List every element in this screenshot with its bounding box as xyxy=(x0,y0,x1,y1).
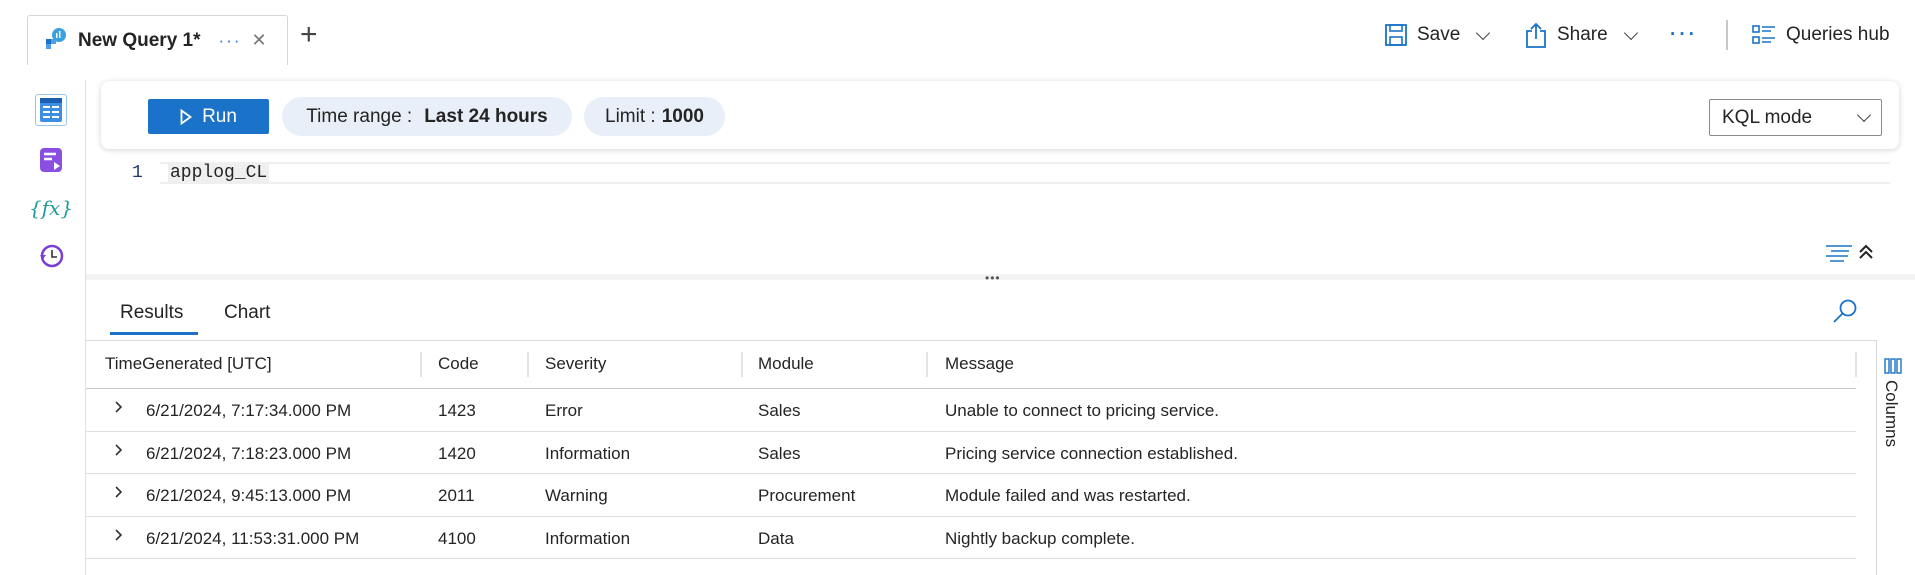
table-cell: Information xyxy=(545,443,631,463)
play-icon xyxy=(180,108,193,125)
tab-more-button[interactable]: ··· xyxy=(218,30,242,50)
table-cell: 1420 xyxy=(438,443,476,463)
table-cell: Module failed and was restarted. xyxy=(945,486,1191,505)
table-cell: Information xyxy=(545,528,631,548)
table-row[interactable]: 6/21/2024, 7:18:23.000 PM 1420 Information… xyxy=(86,432,1856,474)
table-top-border xyxy=(86,340,1876,341)
functions-icon[interactable]: {fx} xyxy=(28,196,74,220)
run-button[interactable]: Run xyxy=(148,99,269,134)
tables-icon[interactable] xyxy=(35,94,67,126)
new-tab-button[interactable]: + xyxy=(300,18,318,51)
format-query-icon[interactable] xyxy=(1826,244,1854,267)
time-range-value: Last 24 hours xyxy=(424,105,548,127)
limit-value: 1000 xyxy=(661,105,704,127)
share-label: Share xyxy=(1557,24,1608,45)
table-cell: Sales xyxy=(758,443,801,463)
share-button[interactable]: Share xyxy=(1525,18,1638,52)
table-cell: Procurement xyxy=(758,486,856,505)
table-cell: 6/21/2024, 7:17:34.000 PM xyxy=(146,401,352,420)
column-resize-handle[interactable] xyxy=(741,352,743,377)
divider xyxy=(1726,20,1728,50)
run-label: Run xyxy=(202,105,237,127)
expand-row-chevron-icon[interactable] xyxy=(114,399,124,419)
rail-divider xyxy=(85,80,86,575)
close-icon[interactable]: ✕ xyxy=(251,30,267,50)
share-icon xyxy=(1526,22,1546,48)
column-header[interactable]: Code xyxy=(438,354,479,373)
log-analytics-icon xyxy=(44,26,68,55)
tab-title: New Query 1* xyxy=(78,29,201,51)
table-cell: 1423 xyxy=(438,401,476,420)
table-cell: 6/21/2024, 11:53:31.000 PM xyxy=(146,528,360,548)
column-resize-handle[interactable] xyxy=(420,352,422,377)
mode-value: KQL mode xyxy=(1722,106,1813,128)
active-tab-indicator xyxy=(110,332,198,335)
save-icon xyxy=(1385,24,1407,46)
chevron-down-icon xyxy=(1856,107,1872,123)
column-header[interactable]: TimeGenerated [UTC] xyxy=(105,354,272,373)
limit-label: Limit : xyxy=(605,105,656,127)
table-row[interactable]: 6/21/2024, 11:53:31.000 PM 4100 Informatio… xyxy=(86,517,1856,559)
queries-hub-button[interactable]: Queries hub xyxy=(1752,18,1890,52)
table-cell: Unable to connect to pricing service. xyxy=(945,401,1220,420)
more-commands-button[interactable]: ··· xyxy=(1670,24,1698,45)
column-header[interactable]: Severity xyxy=(545,354,607,373)
columns-icon[interactable] xyxy=(1884,358,1902,379)
splitter-grip[interactable]: ••• xyxy=(985,271,1001,285)
table-row[interactable]: 6/21/2024, 7:17:34.000 PM 1423 Error Sales U… xyxy=(86,389,1856,432)
save-label: Save xyxy=(1417,24,1461,45)
table-row[interactable]: 6/21/2024, 9:45:13.000 PM 2011 Warning Proc… xyxy=(86,474,1856,517)
column-resize-handle[interactable] xyxy=(527,352,529,377)
column-resize-handle[interactable] xyxy=(926,352,928,377)
time-range-label: Time range : xyxy=(306,105,413,127)
expand-row-chevron-icon[interactable] xyxy=(114,484,124,504)
table-cell: Data xyxy=(758,528,794,548)
collapse-editor-icon[interactable] xyxy=(1858,244,1874,265)
query-editor[interactable]: applog_CL xyxy=(168,163,270,183)
header-divider xyxy=(86,388,1856,389)
limit-button[interactable]: Limit : 1000 xyxy=(584,97,725,136)
query-tab[interactable]: New Query 1* ··· ✕ xyxy=(27,15,288,65)
history-icon[interactable] xyxy=(35,240,67,272)
queries-icon[interactable] xyxy=(35,144,67,176)
queries-hub-label: Queries hub xyxy=(1786,24,1890,45)
table-cell: 4100 xyxy=(438,528,476,548)
current-line-highlight xyxy=(160,162,1890,184)
columns-panel-toggle[interactable]: Columns xyxy=(1882,380,1901,448)
pane-splitter[interactable] xyxy=(86,274,1915,280)
table-cell: Warning xyxy=(545,486,608,505)
mode-dropdown[interactable]: KQL mode xyxy=(1709,99,1882,136)
table-cell: 6/21/2024, 9:45:13.000 PM xyxy=(146,486,352,505)
time-range-button[interactable]: Time range : Last 24 hours xyxy=(282,97,572,136)
tab-results[interactable]: Results xyxy=(120,302,184,323)
chevron-down-icon xyxy=(1623,25,1638,40)
queries-hub-icon xyxy=(1752,25,1775,44)
table-cell: Pricing service connection established. xyxy=(945,443,1238,463)
search-icon[interactable] xyxy=(1832,298,1858,329)
columns-panel-border xyxy=(1876,340,1877,575)
expand-row-chevron-icon[interactable] xyxy=(114,527,124,547)
column-header[interactable]: Message xyxy=(945,354,1014,373)
tab-chart[interactable]: Chart xyxy=(224,302,271,323)
table-cell: Sales xyxy=(758,401,801,420)
table-cell: Error xyxy=(545,401,583,420)
line-number: 1 xyxy=(132,163,143,183)
column-resize-handle[interactable] xyxy=(1855,352,1857,377)
table-cell: Nightly backup complete. xyxy=(945,528,1135,548)
save-button[interactable]: Save xyxy=(1385,18,1491,52)
expand-row-chevron-icon[interactable] xyxy=(114,442,124,462)
column-header[interactable]: Module xyxy=(758,354,814,373)
chevron-down-icon xyxy=(1476,25,1491,40)
table-cell: 6/21/2024, 7:18:23.000 PM xyxy=(146,443,352,463)
table-cell: 2011 xyxy=(438,486,475,505)
